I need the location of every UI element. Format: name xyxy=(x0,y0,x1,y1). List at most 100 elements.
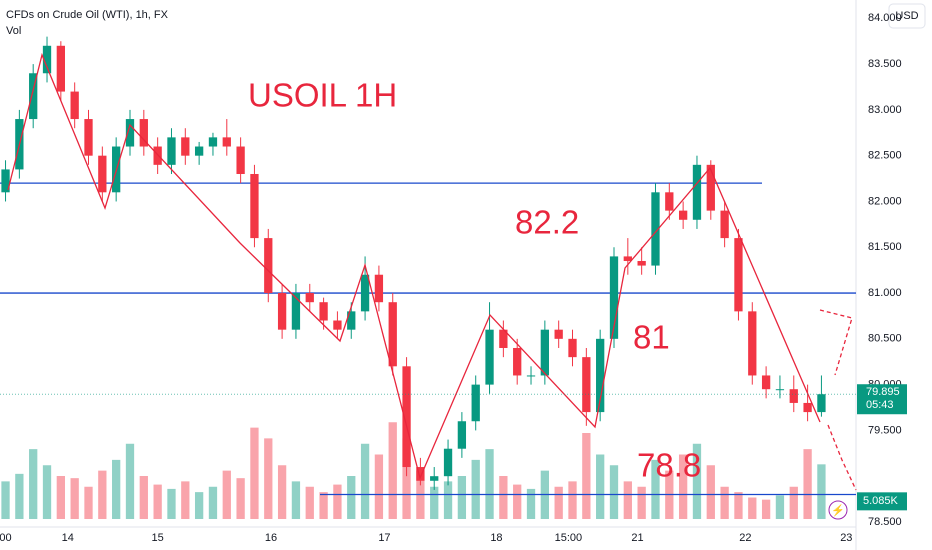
volume-bar xyxy=(803,449,812,519)
last-price-label: 79.895 xyxy=(866,386,900,398)
volume-bar xyxy=(485,449,494,519)
volume-bar xyxy=(374,454,384,519)
volume-bar xyxy=(277,465,287,519)
volume-bar xyxy=(817,464,826,519)
volume-bar xyxy=(167,488,176,519)
candle-body xyxy=(42,45,52,74)
volume-bar xyxy=(56,476,65,519)
candle-body xyxy=(817,394,826,413)
candle-body xyxy=(485,329,494,385)
candle-body xyxy=(692,164,702,220)
candle-body xyxy=(208,137,218,147)
volume-bar xyxy=(70,478,79,519)
x-tick-label: 23 xyxy=(840,532,852,544)
x-tick-label: 00 xyxy=(0,532,12,544)
candle-body xyxy=(29,73,38,120)
volume-bar xyxy=(333,484,342,519)
candle-body xyxy=(222,137,231,147)
volume-bar xyxy=(15,473,24,519)
volume-bar xyxy=(706,465,715,519)
volume-bar xyxy=(236,478,245,519)
candle-body xyxy=(582,357,591,413)
volume-bar xyxy=(692,443,702,519)
candle-body xyxy=(789,389,798,403)
volume-bar xyxy=(264,438,273,519)
volume-bar xyxy=(499,476,508,519)
countdown-label: 05:43 xyxy=(866,399,894,411)
volume-bar xyxy=(139,476,148,519)
volume-bar xyxy=(112,459,121,519)
volume-bar xyxy=(443,481,453,519)
candle-body xyxy=(167,137,176,165)
volume-bar xyxy=(457,476,467,519)
volume-bar xyxy=(153,484,162,519)
volume-bar xyxy=(471,459,480,519)
volume-bar xyxy=(582,433,591,519)
symbol-title: CFDs on Crude Oil (WTI), 1h, FX xyxy=(6,9,169,21)
event-icon[interactable] xyxy=(828,500,848,520)
y-tick-label: 80.500 xyxy=(868,333,902,345)
volume-bar xyxy=(554,486,563,519)
candle-body xyxy=(1,169,10,193)
volume-bar xyxy=(526,488,536,519)
candle-body xyxy=(84,119,93,156)
candle-body xyxy=(125,119,135,147)
candle-body xyxy=(291,293,301,330)
volume-bar xyxy=(568,481,577,519)
candle-body xyxy=(665,192,674,211)
candle-body xyxy=(568,338,577,358)
volume-bar xyxy=(98,470,107,519)
candle-body xyxy=(554,329,563,339)
candle-body xyxy=(678,210,688,220)
last-volume-box xyxy=(857,492,907,511)
y-tick-label: 82.500 xyxy=(868,150,902,162)
volume-bar xyxy=(42,465,52,519)
candle-body xyxy=(181,137,190,156)
volume-bar xyxy=(609,465,619,519)
indicator-label: Vol xyxy=(6,25,21,37)
candle-body xyxy=(236,146,245,174)
event-icon-glyph: ⚡ xyxy=(831,504,845,517)
candle-body xyxy=(443,448,453,477)
y-tick-label: 81.500 xyxy=(868,241,902,253)
candle-body xyxy=(609,256,619,339)
candle-body xyxy=(402,366,411,468)
candle-body xyxy=(430,476,439,481)
volume-bar xyxy=(208,486,218,519)
y-tick-label: 84.000 xyxy=(868,12,902,24)
candle-body xyxy=(706,164,715,211)
annotation: 81 xyxy=(633,319,670,356)
candle-body xyxy=(277,293,287,330)
candle-body xyxy=(264,238,273,294)
candle-body xyxy=(761,375,771,390)
x-tick-label: 15:00 xyxy=(555,532,583,544)
candle-body xyxy=(319,302,328,321)
volume-bar xyxy=(319,492,328,519)
volume-bar xyxy=(775,495,785,519)
candle-body xyxy=(471,384,480,422)
candle-body xyxy=(457,421,467,449)
volume-bar xyxy=(761,499,771,519)
projection xyxy=(827,424,857,491)
volume-bar xyxy=(678,454,688,519)
volume-bar xyxy=(125,443,135,519)
candle-body xyxy=(803,402,812,413)
candle-body xyxy=(98,155,107,193)
candle-body xyxy=(720,210,729,239)
volume-bar xyxy=(222,470,231,519)
volume-bar xyxy=(181,481,190,519)
candle-body xyxy=(526,375,536,377)
candle-body xyxy=(734,238,743,312)
candle-body xyxy=(416,467,425,481)
x-tick-label: 18 xyxy=(490,532,502,544)
candle-body xyxy=(250,173,259,239)
candle-body xyxy=(153,146,162,165)
candle-body xyxy=(775,389,785,391)
currency-button[interactable] xyxy=(888,3,926,29)
candle-body xyxy=(540,329,550,376)
x-tick-label: 22 xyxy=(739,532,751,544)
volume-bar xyxy=(1,481,10,519)
candle-body xyxy=(305,293,314,303)
